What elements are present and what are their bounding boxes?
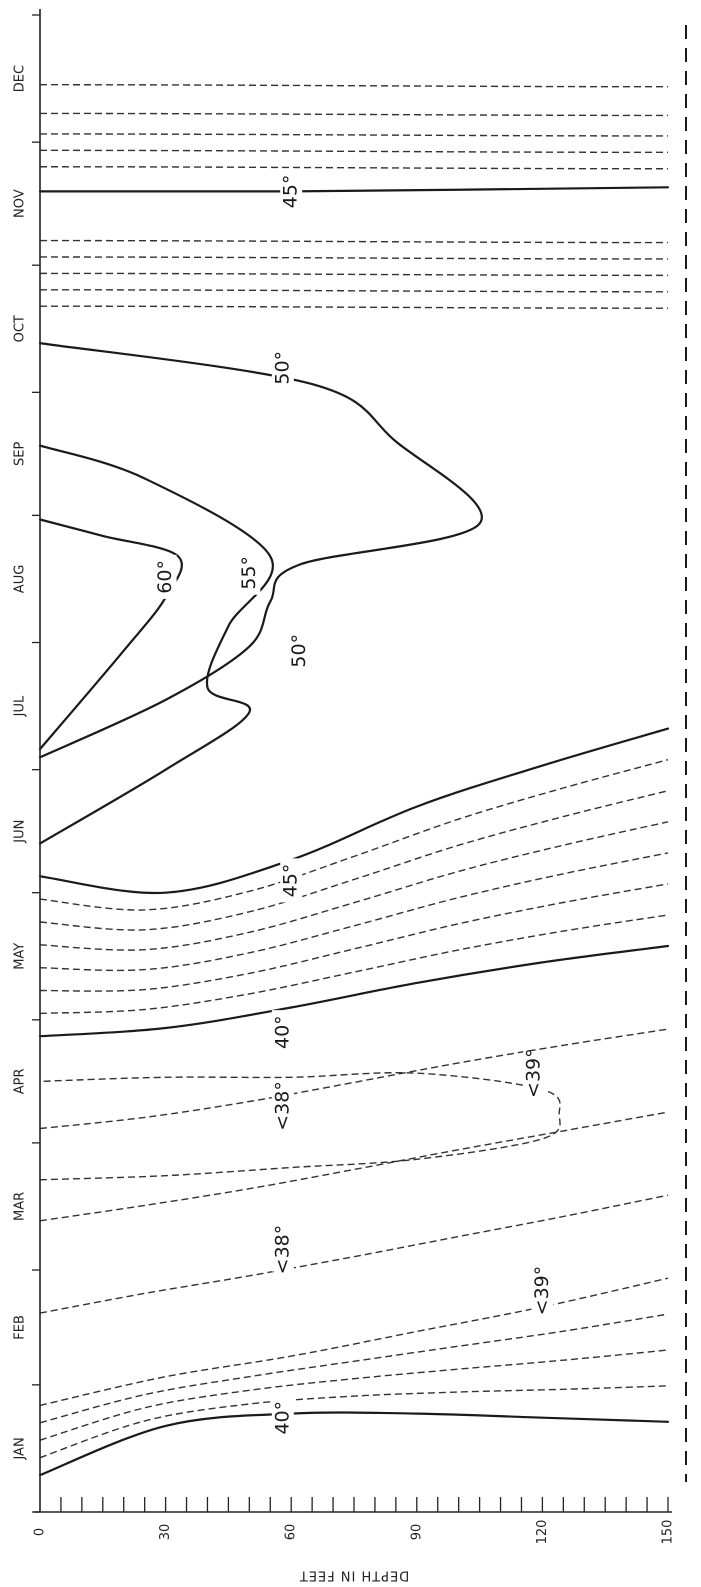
isotherm-label: 55° <box>238 556 260 590</box>
depth-tick-label: 90 <box>409 1524 424 1541</box>
depth-tick-label: 60 <box>284 1524 299 1541</box>
isotherm-solid-line <box>40 1412 668 1475</box>
month-label: FEB <box>13 1315 28 1340</box>
isotherm-label: 45° <box>280 175 302 209</box>
month-label: JAN <box>13 1437 28 1460</box>
isotherm-dashed-line <box>40 1278 668 1405</box>
isotherm-solid-line <box>40 446 273 844</box>
month-label: NOV <box>13 189 28 218</box>
isotherm-dashed-line <box>40 257 668 259</box>
isotherm-dashed-line <box>40 853 668 971</box>
depth-tick-label: 30 <box>158 1524 173 1541</box>
isotherm-solid-line <box>40 520 182 750</box>
depth-tick-label: 150 <box>661 1520 676 1545</box>
month-label: JUL <box>13 695 28 717</box>
isotherm-label: <39° <box>531 1266 553 1316</box>
month-label: DEC <box>13 65 28 92</box>
isotherm-label: <38° <box>271 1225 293 1275</box>
isotherm-dashed-line <box>40 791 668 930</box>
month-label: MAY <box>13 943 28 970</box>
depth-tick-label: 0 <box>33 1528 48 1536</box>
isotherm-dashed-line <box>40 1112 668 1221</box>
isotherm-dashed-line <box>40 822 668 950</box>
isotherm-label: 45° <box>280 864 302 898</box>
isotherm-label: <38° <box>271 1081 293 1131</box>
isotherm-dashed-line <box>40 290 668 292</box>
isotherm-dashed-line <box>40 306 668 308</box>
depth-axis-title: DEPTH IN FEET <box>299 1568 409 1583</box>
isotherm-labels: 40° <39° <38° <38° <39° 40° 45° 50° 55° 60° 50° 45° <box>154 169 553 1439</box>
isotherm-label: 60° <box>154 560 176 594</box>
month-label: AUG <box>13 565 28 593</box>
isotherm-lines <box>40 85 668 1475</box>
isotherm-dashed-line <box>40 1195 668 1313</box>
isotherm-dashed-line <box>40 134 668 136</box>
month-label: OCT <box>13 315 28 342</box>
isotherm-dashed-line <box>40 1350 668 1440</box>
isotherm-dashed-line <box>40 1073 560 1180</box>
month-label: MAR <box>13 1192 28 1221</box>
depth-tick-label: 120 <box>535 1520 550 1545</box>
isotherm-dashed-line <box>40 241 668 243</box>
isotherm-dashed-line <box>40 167 668 169</box>
month-label: APR <box>13 1068 28 1094</box>
isotherm-dashed-line <box>40 1314 668 1423</box>
isotherm-dashed-line <box>40 150 668 152</box>
month-label: JUN <box>13 820 28 844</box>
isotherm-solid-line <box>40 343 482 757</box>
isotherm-label: 40° <box>271 1401 293 1435</box>
isotherm-solid-line <box>40 187 668 191</box>
isotherm-dashed-line <box>40 85 668 87</box>
isotherm-dashed-line <box>40 1386 668 1458</box>
month-label: SEP <box>13 442 28 466</box>
isotherm-solid-line <box>40 946 668 1036</box>
isotherm-dashed-line <box>40 884 668 991</box>
isotherm-label: 50° <box>288 634 310 668</box>
isotherm-dashed-line <box>40 1029 668 1128</box>
isotherm-label: 50° <box>271 351 293 385</box>
chart-axes: 0 30 60 90 120 150 DEPTH IN FEET JAN FEB MAR APR MA… <box>13 9 687 1583</box>
isotherm-dashed-line <box>40 113 668 115</box>
isotherm-label: <39° <box>523 1048 545 1098</box>
isotherm-solid-line <box>40 729 668 893</box>
isotherm-label: 40° <box>271 1015 293 1049</box>
isotherm-dashed-line <box>40 273 668 275</box>
